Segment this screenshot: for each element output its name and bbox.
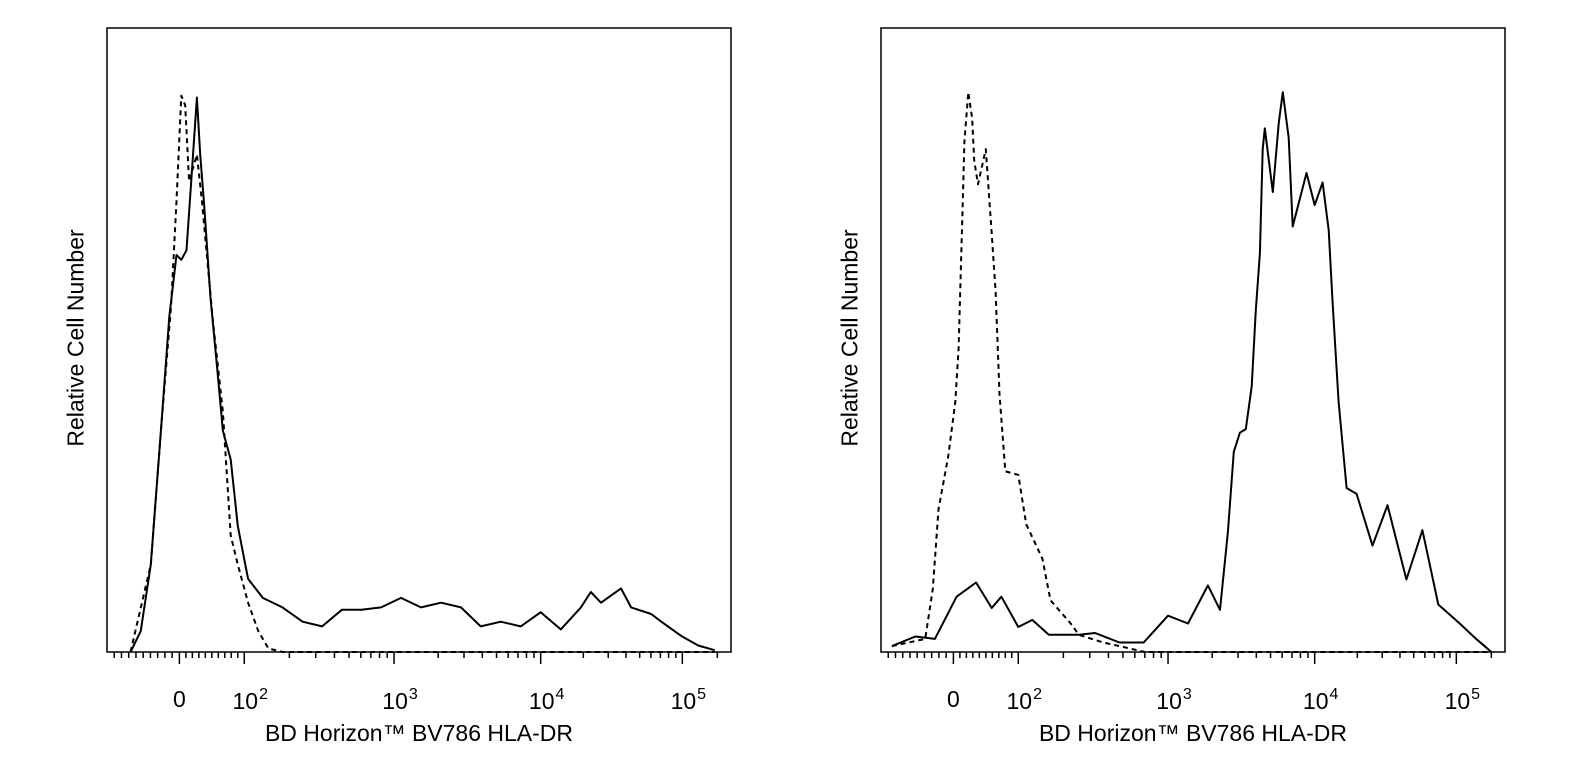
tick-label-base: 10 [670,688,697,714]
histogram-panel-left: Relative Cell Number BD Horizon™ BV786 H… [0,0,780,774]
tick-label-exponent: 3 [1182,686,1192,703]
tick-label-base: 10 [382,688,408,714]
x-tick-label: 105 [1445,686,1481,715]
tick-label-base: 10 [1006,688,1033,714]
tick-label-exponent: 5 [1471,686,1481,703]
tick-label-exponent: 3 [408,686,418,703]
plot-frame [106,27,732,653]
plot-frame [880,27,1506,653]
x-tick-label: 102 [233,686,269,715]
x-tick-label: 103 [1156,686,1192,715]
control-histogram-dashed [129,94,715,653]
stained-histogram-solid [891,91,1492,653]
x-tick-label: 104 [529,686,565,715]
tick-label-base: 10 [1156,688,1182,714]
y-axis-label: Relative Cell Number [62,229,89,447]
tick-label-base: 0 [946,686,960,712]
x-axis-label: BD Horizon™ BV786 HLA-DR [1038,720,1348,746]
tick-label-exponent: 2 [1033,686,1043,703]
y-axis-label: Relative Cell Number [836,229,863,447]
x-tick-label: 103 [382,686,418,715]
x-axis-label: BD Horizon™ BV786 HLA-DR [264,720,574,746]
tick-label-exponent: 4 [555,686,565,703]
tick-label-exponent: 4 [1329,686,1339,703]
tick-label-base: 10 [1302,688,1329,714]
tick-label-exponent: 5 [697,686,707,703]
x-tick-label: 105 [671,686,707,715]
x-tick-label: 104 [1303,686,1339,715]
x-tick-label: 0 [173,686,186,713]
tick-label-exponent: 2 [259,686,269,703]
histogram-panel-right: Relative Cell Number BD Horizon™ BV786 H… [774,0,1554,774]
tick-label-base: 10 [528,688,555,714]
tick-label-base: 10 [1444,688,1471,714]
tick-label-base: 0 [172,686,186,712]
histogram-plot-left [106,27,732,664]
x-tick-label: 102 [1007,686,1043,715]
tick-label-base: 10 [232,688,259,714]
x-tick-label: 0 [947,686,960,713]
stained-histogram-solid [129,96,715,653]
control-histogram-dashed [891,91,1492,653]
histogram-plot-right [880,27,1506,664]
